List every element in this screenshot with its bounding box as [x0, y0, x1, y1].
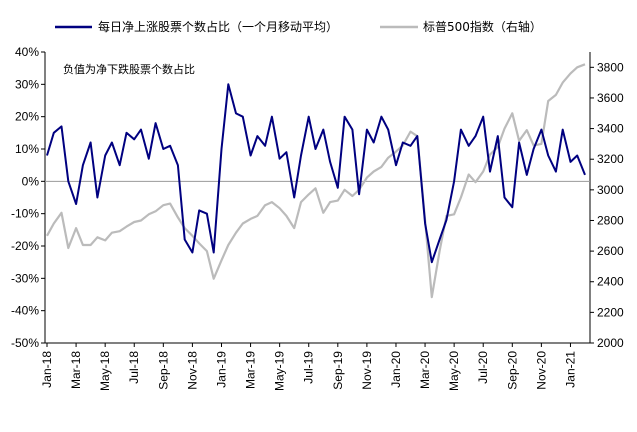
- left-axis-tick-label: 30%: [15, 77, 39, 91]
- right-axis-tick-label: 2600: [597, 244, 624, 258]
- legend: 每日净上涨股票个数占比（一个月移动平均） 标普500指数（右轴）: [55, 19, 542, 34]
- x-axis-tick-label: Jan-21: [563, 351, 577, 388]
- plot-area: 40% 30% 20% 10% 0% -10% -20% -30% -40% -50% 3800 36…: [11, 45, 624, 391]
- x-axis-tick-label: Sep-18: [156, 351, 170, 390]
- x-axis-tick-label: Jan-19: [214, 351, 228, 388]
- right-axis-tick-label: 2000: [597, 336, 624, 350]
- x-axis-tick-label: Jan-20: [389, 351, 403, 388]
- right-axis-tick-label: 3200: [597, 152, 624, 166]
- legend-left-series-label: 每日净上涨股票个数占比（一个月移动平均）: [98, 19, 338, 34]
- x-axis-tick-label: Sep-19: [331, 351, 345, 390]
- x-axis-tick-label: Nov-19: [360, 351, 374, 390]
- net-advancers-share-line: [46, 83, 586, 264]
- x-axis-tick-label: Mar-19: [244, 351, 258, 389]
- legend-right-series-label: 标普500指数（右轴）: [423, 19, 542, 34]
- x-axis-tick-label: Jul-19: [302, 351, 316, 384]
- x-axis-tick-label: May-20: [447, 351, 461, 391]
- left-axis-tick-label: 40%: [15, 45, 39, 59]
- right-axis-tick-label: 3000: [597, 183, 624, 197]
- x-axis-tick-label: Nov-20: [534, 351, 548, 390]
- left-axis-tick-label: -10%: [11, 207, 39, 221]
- x-axis-tick-label: Sep-20: [505, 351, 519, 390]
- x-axis-tick-label: Mar-20: [418, 351, 432, 389]
- x-axis-tick-label: Jul-18: [127, 351, 141, 384]
- right-axis-tick-label: 3600: [597, 91, 624, 105]
- x-axis-tick-label: Mar-18: [69, 351, 83, 389]
- chart-annotation: 负值为净下跌股票个数占比: [63, 62, 195, 76]
- right-axis-tick-label: 2200: [597, 305, 624, 319]
- x-axis-tick-label: May-19: [273, 351, 287, 391]
- left-axis-tick-label: -50%: [11, 336, 39, 350]
- left-axis-tick-label: -20%: [11, 239, 39, 253]
- right-axis-tick-label: 3800: [597, 60, 624, 74]
- sp500-index-line: [46, 63, 586, 299]
- x-axis-tick-label: Jul-20: [476, 351, 490, 384]
- left-axis-tick-label: -30%: [11, 271, 39, 285]
- x-axis-tick-label: Jan-18: [40, 351, 54, 388]
- x-axis-tick-label: May-18: [98, 351, 112, 391]
- left-axis-tick-label: 0%: [22, 174, 40, 188]
- right-axis-tick-label: 3400: [597, 122, 624, 136]
- left-axis-tick-label: -40%: [11, 304, 39, 318]
- right-axis-tick-label: 2800: [597, 213, 624, 227]
- left-axis-tick-label: 10%: [15, 142, 39, 156]
- right-axis-tick-label: 2400: [597, 275, 624, 289]
- left-axis-tick-label: 20%: [15, 110, 39, 124]
- x-axis-tick-label: Nov-18: [185, 351, 199, 390]
